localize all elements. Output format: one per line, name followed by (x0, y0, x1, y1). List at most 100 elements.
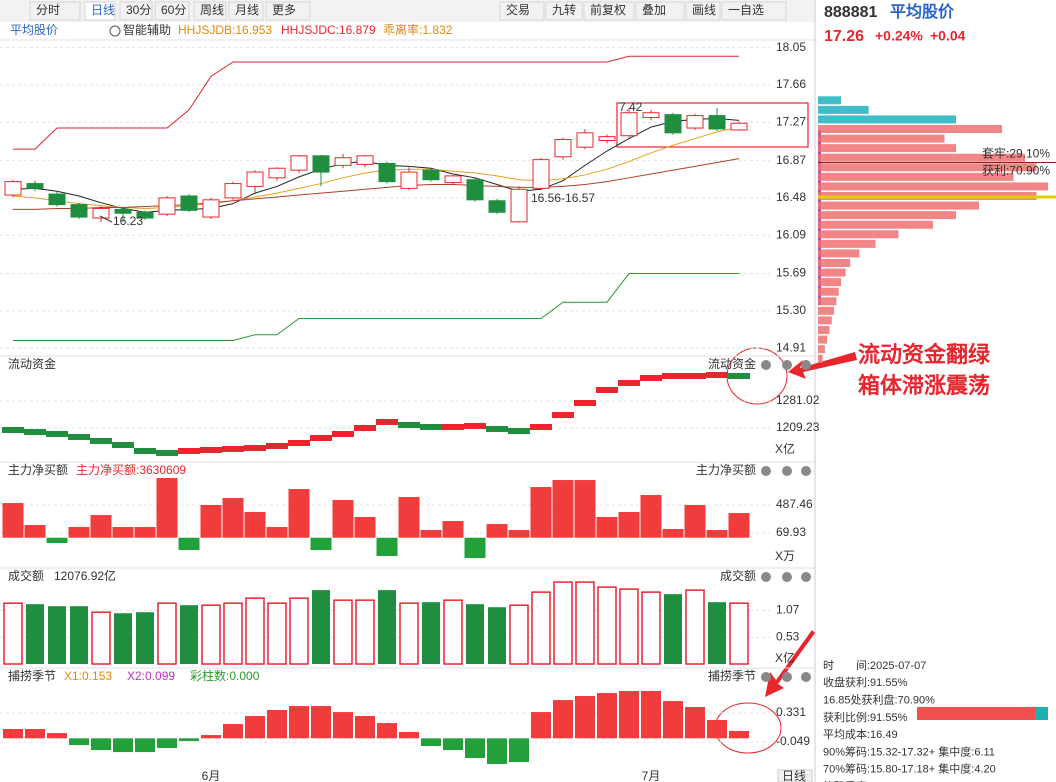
panel-icon[interactable] (782, 572, 792, 582)
panel-title: 主力净买额 (8, 463, 68, 477)
panel-icon[interactable] (782, 360, 792, 370)
toolbar-button[interactable] (545, 1, 583, 21)
toolbar-button[interactable] (635, 1, 685, 21)
toolbar-button[interactable] (721, 1, 787, 21)
candle-body (290, 155, 308, 171)
bar (618, 512, 640, 538)
panel-icon[interactable] (801, 360, 811, 370)
toolbar-button[interactable] (29, 1, 81, 21)
panel-title: 成交额 (8, 568, 44, 583)
toolbar-button[interactable] (193, 1, 227, 21)
toolbar-label[interactable]: 分时 (36, 3, 60, 17)
period-box[interactable] (777, 769, 813, 782)
bar (575, 696, 595, 739)
bar (619, 690, 639, 739)
price-label: 16.56-16.57 (531, 191, 595, 205)
panel-icon[interactable] (782, 672, 792, 682)
panel-icon[interactable] (801, 466, 811, 476)
stock-price: 17.26 (824, 28, 864, 45)
bar (311, 706, 331, 739)
bar (333, 599, 353, 665)
bar (355, 716, 375, 739)
bar (553, 700, 573, 739)
toolbar-button[interactable] (228, 1, 264, 21)
bar (245, 716, 265, 739)
bar (157, 738, 177, 749)
toolbar-label[interactable]: 更多 (272, 3, 296, 17)
assist-label[interactable]: 智能辅助 (123, 22, 171, 37)
flow-bar (24, 428, 46, 435)
toolbar-label[interactable]: 叠加 (642, 3, 666, 17)
panel-icon[interactable] (761, 672, 771, 682)
panel-icon[interactable] (801, 572, 811, 582)
axis-unit: X亿 (775, 441, 795, 456)
toolbar-label[interactable]: 30分 (126, 3, 151, 17)
candle-body (224, 183, 242, 199)
y-tick-label: 17.66 (776, 77, 806, 91)
flow-bar (728, 373, 750, 380)
panel-icon[interactable] (761, 360, 771, 370)
panel-icon[interactable] (761, 466, 771, 476)
flow-bar (464, 422, 486, 429)
panel-title: 捕捞季节 (8, 668, 56, 683)
panel-legend: X1:0.153 (64, 669, 112, 683)
candle-body (268, 167, 286, 179)
bar (377, 723, 397, 739)
chip-bar (818, 220, 933, 229)
candle-body (312, 155, 330, 173)
panel-icon[interactable] (782, 466, 792, 476)
y-tick-label: 1209.23 (776, 420, 820, 434)
toolbar-label[interactable]: 前复权 (590, 2, 626, 17)
bar (24, 525, 46, 538)
panel-icon[interactable] (761, 572, 771, 582)
candle-body (686, 115, 704, 129)
bar (465, 738, 485, 759)
candle-body (70, 204, 88, 218)
chip-bar (818, 239, 876, 248)
bar (443, 599, 463, 665)
toolbar-button[interactable] (499, 1, 545, 21)
candle-body (422, 169, 440, 181)
toolbar-button[interactable] (119, 1, 153, 21)
bar (244, 512, 266, 538)
toolbar-label[interactable]: 画线 (692, 3, 716, 17)
bar (201, 735, 221, 739)
bar (312, 590, 330, 664)
indicator-item: 乖离率:1.832 (383, 22, 453, 37)
toolbar-label[interactable]: 交易 (506, 2, 530, 17)
x-tick-label: 6月 (202, 769, 221, 782)
toolbar-label[interactable]: 日线 (91, 3, 115, 17)
flow-bar (178, 447, 200, 454)
chip-bar (818, 163, 1037, 172)
toolbar-button[interactable] (265, 1, 311, 21)
toolbar-button[interactable] (583, 1, 635, 21)
toolbar-label[interactable]: 60分 (161, 3, 186, 17)
panel-icon[interactable] (801, 672, 811, 682)
info-line: 时 间:2025-07-07 (823, 659, 926, 672)
period-label[interactable]: 日线 (782, 769, 806, 782)
chip-bar (818, 172, 1014, 181)
bar (662, 529, 684, 538)
toolbar-button[interactable] (685, 1, 721, 21)
toolbar-label[interactable]: 周线 (200, 3, 224, 17)
toolbar-label[interactable]: 九转 (552, 2, 576, 17)
bar (466, 604, 484, 664)
candle-body (532, 159, 550, 189)
arrow (788, 352, 857, 379)
panel-legend: 主力净买额:3630609 (76, 463, 186, 477)
candle-body (202, 199, 220, 218)
chip-bar (818, 182, 1048, 191)
assist-icon[interactable] (109, 25, 121, 37)
bar (443, 738, 463, 750)
toolbar-button[interactable] (84, 1, 116, 21)
bar (664, 594, 682, 664)
bar (113, 738, 133, 753)
toolbar-label[interactable]: 月线 (235, 3, 259, 17)
bar (46, 537, 68, 544)
info-line: 收盘获利:91.55% (823, 675, 908, 689)
bar (442, 521, 464, 538)
toolbar-label[interactable]: 一自选 (728, 3, 764, 17)
toolbar-button[interactable] (154, 1, 190, 21)
flow-bar (2, 426, 24, 433)
